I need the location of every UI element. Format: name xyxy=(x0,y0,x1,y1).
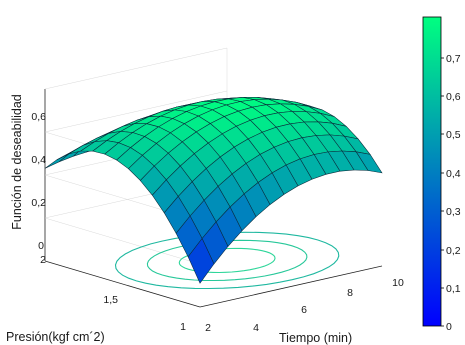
colorbar-tick-label: 0,4 xyxy=(446,168,461,180)
colorbar-tick-label: 0,3 xyxy=(446,206,461,218)
z-tick-label: 0 xyxy=(38,240,44,252)
x-axis-ticks: 2 4 6 8 10 xyxy=(205,277,404,334)
surface-patch xyxy=(187,237,215,284)
colorbar-tick-label: 0,2 xyxy=(446,245,461,257)
y-axis-line xyxy=(44,260,201,308)
back-grid-line xyxy=(44,90,228,133)
z-tick-label: 0,4 xyxy=(31,154,46,166)
z-axis-label: Función de deseabilidad xyxy=(10,94,24,230)
back-grid-line xyxy=(44,47,228,90)
z-tick-label: 0,2 xyxy=(31,197,46,209)
y-axis-ticks: 2 1,5 1 xyxy=(40,254,186,333)
colorbar-tick-label: 0,5 xyxy=(446,129,461,141)
y-axis-label: Presión(kgf cm´2) xyxy=(6,330,105,344)
colorbar-tick-label: 0 xyxy=(446,321,452,333)
colorbar: 0 0,1 0,2 0,3 0,4 0,5 0,6 0,7 xyxy=(422,16,461,333)
y-tick-label: 1 xyxy=(180,321,186,333)
x-axis-line xyxy=(199,265,383,308)
x-axis-label: Tiempo (min) xyxy=(279,331,352,345)
y-tick-label: 1,5 xyxy=(103,294,118,306)
colorbar-ticks: 0 0,1 0,2 0,3 0,4 0,5 0,6 0,7 xyxy=(441,53,461,333)
x-tick-label: 10 xyxy=(392,277,404,289)
colorbar-tick-label: 0,7 xyxy=(446,53,461,65)
surface-mesh xyxy=(44,97,383,284)
colorbar-gradient xyxy=(422,16,442,327)
y-tick-label: 2 xyxy=(40,254,46,266)
z-axis-ticks: 0 0,2 0,4 0,6 xyxy=(31,111,46,252)
x-tick-label: 6 xyxy=(301,304,307,316)
side-grid-line xyxy=(44,217,201,265)
x-tick-label: 2 xyxy=(205,322,211,334)
x-tick-label: 8 xyxy=(347,287,353,299)
colorbar-tick-label: 0,1 xyxy=(446,283,461,295)
colorbar-tick-label: 0,6 xyxy=(446,91,461,103)
z-tick-label: 0,6 xyxy=(31,111,46,123)
x-tick-label: 4 xyxy=(253,322,259,334)
